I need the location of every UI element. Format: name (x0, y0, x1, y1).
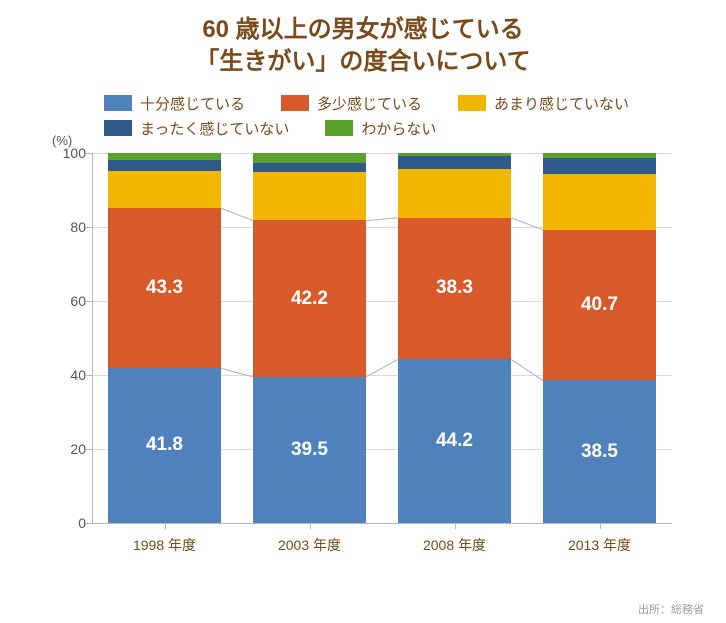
x-axis (92, 523, 672, 524)
legend-row-2: まったく感じていない わからない (104, 118, 706, 143)
legend-item: あまり感じていない (458, 93, 629, 114)
x-tick-label: 1998 年度 (133, 535, 196, 555)
legend-swatch (325, 120, 353, 136)
bar-segment (253, 163, 366, 172)
bar-segment (398, 153, 511, 157)
legend-item: まったく感じていない (104, 118, 289, 139)
bar-segment (253, 153, 366, 163)
bar-segment (108, 153, 221, 160)
legend-label: あまり感じていない (494, 93, 629, 114)
bar-value-label: 38.5 (543, 441, 656, 463)
bar-segment (108, 160, 221, 171)
bar-value-label: 43.3 (108, 277, 221, 299)
bar-value-label: 38.3 (398, 277, 511, 299)
bar: 39.5 42.2 (253, 153, 366, 523)
bar-value-label: 39.5 (253, 439, 366, 461)
bar-value-label: 40.7 (543, 294, 656, 316)
legend-item: わからない (325, 118, 436, 139)
bar-segment (543, 174, 656, 230)
source-attribution: 出所：総務省 (638, 601, 704, 617)
bar-value-label: 44.2 (398, 430, 511, 452)
bar-segment (253, 172, 366, 220)
legend-swatch (104, 95, 132, 111)
legend-label: 多少感じている (317, 93, 422, 114)
legend-item: 十分感じている (104, 93, 245, 114)
chart-title-line1: 60 歳以上の男女が感じている (20, 14, 706, 46)
y-tick-label: 60 (48, 293, 86, 309)
bar-segment (108, 171, 221, 208)
legend-swatch (458, 95, 486, 111)
legend: 十分感じている 多少感じている あまり感じていない まったく感じていない わからない (104, 93, 706, 143)
x-tick-label: 2013 年度 (568, 535, 631, 555)
bar-segment (398, 169, 511, 217)
bar-segment (543, 153, 656, 158)
legend-swatch (281, 95, 309, 111)
legend-label: 十分感じている (140, 93, 245, 114)
y-tick-label: 40 (48, 367, 86, 383)
x-tick-label: 2008 年度 (423, 535, 486, 555)
y-tick-label: 0 (48, 515, 86, 531)
x-tick-mark (165, 523, 166, 529)
bar-segment (398, 156, 511, 169)
x-tick-label: 2003 年度 (278, 535, 341, 555)
y-tick-label: 100 (48, 145, 86, 161)
y-axis (92, 153, 93, 523)
legend-label: まったく感じていない (140, 118, 289, 139)
legend-item: 多少感じている (281, 93, 422, 114)
legend-label: わからない (361, 118, 436, 139)
legend-row-1: 十分感じている 多少感じている あまり感じていない (104, 93, 706, 118)
x-tick-mark (455, 523, 456, 529)
chart-plot-area: 02040608010041.843.31998 年度39.542.22003 … (92, 153, 672, 523)
bar-value-label: 41.8 (108, 434, 221, 456)
chart-title: 60 歳以上の男女が感じている 「生きがい」の度合いについて (20, 14, 706, 79)
bar: 38.5 40.7 (543, 153, 656, 523)
bar-segment (543, 158, 656, 175)
bar: 44.2 38.3 (398, 153, 511, 523)
legend-swatch (104, 120, 132, 136)
bar: 41.8 43.3 (108, 153, 221, 523)
chart-title-line2: 「生きがい」の度合いについて (20, 46, 706, 78)
y-tick-label: 20 (48, 441, 86, 457)
x-tick-mark (600, 523, 601, 529)
x-tick-mark (310, 523, 311, 529)
bar-value-label: 42.2 (253, 288, 366, 310)
y-tick-label: 80 (48, 219, 86, 235)
